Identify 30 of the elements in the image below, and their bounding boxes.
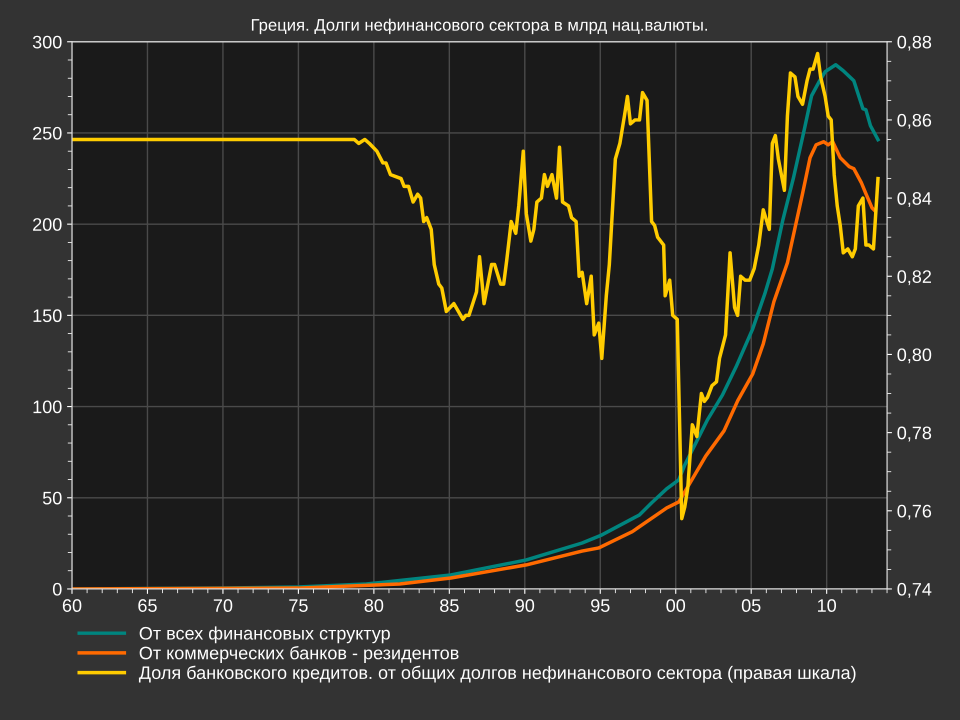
y2-tick-label: 0,74 [897,582,932,598]
y-tick-label: 150 [34,309,62,322]
x-tick-label: 60 [62,599,82,612]
y-tick-label: 200 [33,218,62,231]
x-tick-label: 95 [591,599,610,612]
x-tick-label: 90 [516,599,534,612]
y2-tick-label: 0,86 [897,114,932,129]
x-tick-label: 10 [818,599,836,612]
y-tick-label: 50 [42,492,62,504]
y2-tick-label: 0,80 [897,348,932,364]
y-tick-label: 0 [52,582,62,596]
legend-label: От всех финансовых структур [140,626,390,644]
legend-label: От коммерческих банков - резидентов [140,646,459,663]
y-tick-label: 250 [33,126,62,140]
chart-title: Греция. Долги нефинансового сектора в млрд нац.валюты. [252,18,707,34]
x-tick-label: 75 [289,599,308,612]
x-tick-label: 05 [742,599,760,612]
y-tick-label: 100 [34,400,62,414]
y2-tick-label: 0,84 [897,192,932,207]
y2-tick-label: 0,76 [897,504,932,520]
y-tick-label: 300 [32,36,62,48]
y2-tick-label: 0,78 [897,426,932,442]
y2-tick-label: 0,88 [897,36,932,51]
x-tick-label: 00 [666,599,686,612]
x-tick-label: 80 [364,599,384,612]
x-tick-label: 85 [440,599,459,612]
x-tick-label: 70 [214,599,232,612]
y2-tick-label: 0,82 [897,270,931,286]
x-tick-label: 65 [138,599,157,612]
legend-label: Доля банковского кредитов. от общих долгов нефинансового сектора (правая шкала) [138,666,856,683]
